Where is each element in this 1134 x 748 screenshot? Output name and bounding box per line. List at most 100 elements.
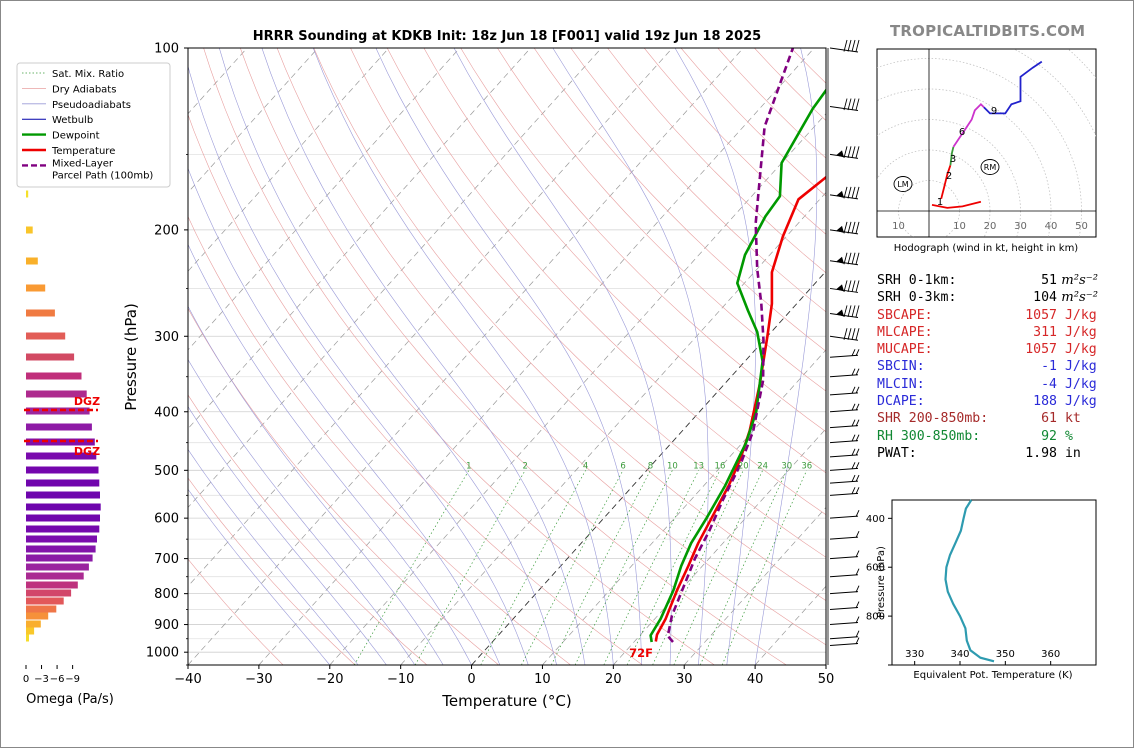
mixing-ratio-line: [480, 470, 586, 665]
omega-bar: [26, 309, 55, 317]
barb-flag: [847, 252, 852, 265]
omega-bar: [26, 257, 38, 265]
barb-flag: [851, 462, 856, 470]
dry-adiabat: [570, 48, 826, 313]
barb-flag: [855, 434, 860, 442]
barb-flag: [851, 419, 856, 427]
x-tick-label: 20: [605, 672, 622, 687]
barb-staff: [829, 574, 859, 578]
legend-label: Parcel Path (100mb): [52, 170, 153, 181]
dry-adiabat: [188, 113, 643, 665]
legend-label: Dry Adiabats: [52, 84, 116, 95]
hodograph-trace: [949, 146, 955, 166]
dry-adiabat: [680, 48, 826, 197]
theta-e-y-tick-label: 600: [866, 563, 885, 574]
storm-motion-marker: [893, 176, 913, 192]
skewt-axes-frame: [187, 47, 827, 666]
stat-unit: J/kg: [1057, 394, 1097, 410]
stat-row: SRH 0-1km: 51 m²s⁻²: [877, 272, 1098, 289]
omega-bar: [26, 452, 97, 460]
stat-value: 1.98: [1025, 445, 1057, 461]
stat-row: SRH 0-3km: 104 m²s⁻²: [877, 289, 1098, 306]
pseudoadiabat: [188, 243, 472, 665]
y-tick-label: 900: [154, 618, 179, 633]
barb-flag: [847, 98, 852, 111]
barb-flag: [855, 601, 860, 609]
wind-barb: [829, 252, 860, 266]
barb-flag: [855, 630, 860, 638]
mixing-ratio-line: [521, 470, 624, 665]
omega-bar: [26, 535, 97, 543]
pseudoadiabat: [188, 65, 529, 665]
barb-staff: [829, 454, 859, 458]
barb-staff: [829, 622, 859, 626]
hodograph-height-label: 6: [959, 127, 965, 138]
barb-flag: [847, 328, 852, 340]
mixing-ratio-line: [699, 470, 788, 665]
stat-label: SRH 0-3km:: [877, 290, 957, 306]
wind-barb: [829, 448, 860, 458]
omega-bar: [26, 190, 29, 198]
legend-label: Sat. Mix. Ratio: [52, 69, 124, 80]
x-tick-label: 40: [747, 672, 764, 687]
stat-label: MLCIN:: [877, 376, 925, 392]
barb-flag: [851, 487, 856, 495]
brand-watermark: TROPICALTIDBITS.COM: [890, 22, 1086, 40]
barb-flag: [855, 616, 860, 624]
stat-unit: in: [1057, 445, 1081, 461]
hodograph-trace: [931, 200, 982, 209]
omega-bar: [26, 572, 84, 580]
mixing-ratio-label: 16: [715, 461, 726, 471]
wind-barb: [829, 98, 860, 112]
omega-bar: [26, 545, 96, 553]
chart-title: HRRR Sounding at KDKB Init: 18z Jun 18 […: [253, 29, 761, 44]
stat-value: 92: [1041, 428, 1057, 444]
omega-bar: [26, 284, 46, 292]
theta-e-x-tick-label: 330: [905, 649, 924, 660]
barb-flag: [855, 585, 860, 593]
barb-flag: [855, 186, 860, 199]
wind-barb: [829, 39, 860, 53]
wind-barb: [829, 462, 860, 471]
wind-barb: [829, 386, 860, 396]
dry-adiabat: [497, 48, 826, 392]
mixing-ratio-label: 4: [583, 461, 588, 471]
mixing-ratio-line: [550, 470, 651, 665]
barb-staff: [829, 392, 859, 396]
barb-flag: [855, 419, 860, 427]
barb-staff: [829, 536, 859, 540]
wind-barb: [829, 368, 860, 378]
pseudoadiabat: [188, 305, 444, 665]
omega-bar: [26, 525, 100, 533]
dry-adiabat: [717, 48, 826, 159]
wind-barb: [829, 186, 860, 200]
omega-bar: [26, 627, 35, 635]
isotherm: [542, 349, 826, 665]
stat-row: MLCAPE: 311 J/kg: [877, 324, 1098, 341]
stat-row: SHR 200-850mb: 61 kt: [877, 410, 1098, 427]
wind-barb: [829, 221, 860, 235]
barb-flag: [851, 386, 856, 394]
wind-barb: [829, 434, 860, 444]
barb-flag: [855, 98, 860, 111]
stat-unit: J/kg: [1057, 324, 1097, 340]
stat-label: SHR 200-850mb:: [877, 411, 989, 427]
barb-flag: [855, 487, 860, 495]
hodograph-ring-label: 40: [1045, 221, 1058, 232]
wind-barb: [829, 509, 860, 519]
mixing-ratio-label: 36: [801, 461, 812, 471]
dry-adiabat: [460, 48, 826, 433]
theta-e-profile: [944, 499, 995, 663]
barb-flag: [843, 186, 848, 199]
barb-flag: [843, 305, 848, 318]
barb-flag: [843, 252, 848, 265]
stat-row: RH 300-850mb: 92 %: [877, 428, 1098, 445]
legend-label: Pseudoadiabats: [52, 100, 131, 111]
stat-unit: m²s⁻²: [1057, 273, 1098, 288]
barb-flag: [851, 146, 856, 159]
mixing-ratio-line: [574, 470, 673, 665]
barb-flag: [851, 474, 856, 482]
barb-pennant: [836, 284, 844, 292]
barb-flag: [855, 328, 860, 340]
mixing-ratio-line: [626, 470, 721, 665]
